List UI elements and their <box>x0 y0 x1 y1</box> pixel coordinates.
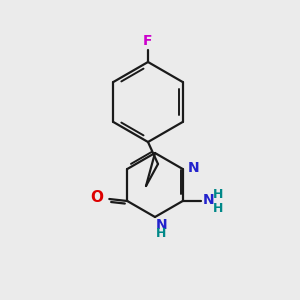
Text: F: F <box>143 34 153 48</box>
Text: O: O <box>90 190 103 206</box>
Text: H: H <box>213 188 223 200</box>
Text: H: H <box>213 202 223 214</box>
Text: N: N <box>188 161 199 175</box>
Text: N: N <box>203 193 214 207</box>
Text: H: H <box>156 227 166 240</box>
Text: N: N <box>156 218 168 232</box>
